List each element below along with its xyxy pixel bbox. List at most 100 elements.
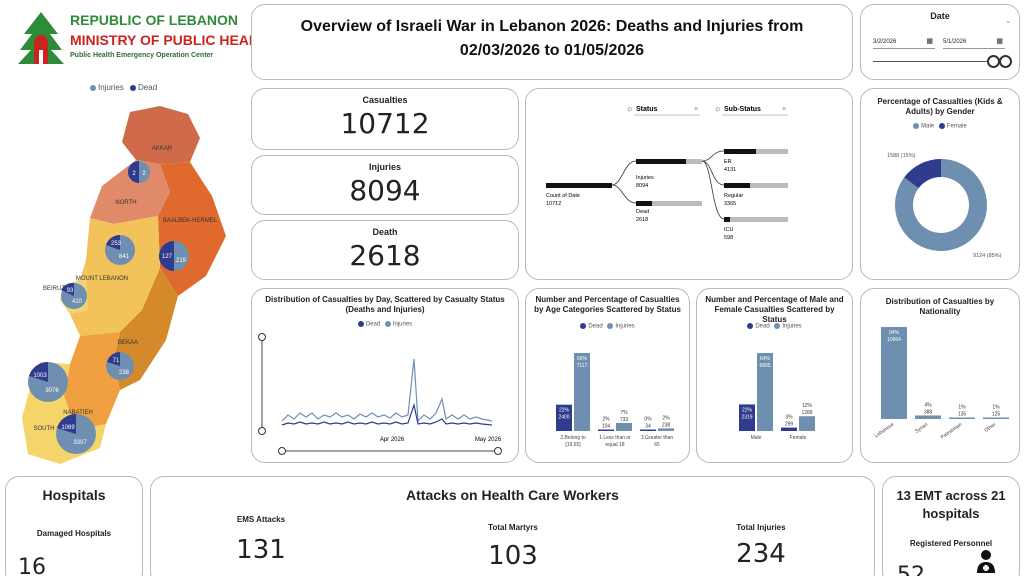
hospitals-card: Hospitals Damaged Hospitals 16: [5, 476, 143, 576]
tree-regular-bar[interactable]: [724, 183, 750, 188]
bar-injuries-0[interactable]: [574, 353, 590, 431]
tree-root-label: Count of Date: [546, 193, 580, 199]
bar-dead-1[interactable]: [781, 427, 797, 431]
bubble-mount-dead: 253: [111, 241, 122, 247]
tree-header-substatus[interactable]: ☼ Sub-Status ×: [714, 104, 788, 116]
tree-injuries-label: Injuries: [636, 175, 654, 181]
region-north[interactable]: [90, 160, 170, 224]
chevron-down-icon[interactable]: ⌄: [1005, 18, 1011, 25]
bubble-beirut[interactable]: 93 410: [61, 282, 87, 309]
bar-value-label: 2400: [558, 415, 569, 421]
bubble-bekaa-injuries: 238: [119, 370, 130, 376]
bar-injuries-1[interactable]: [616, 422, 632, 431]
bubble-mount[interactable]: 253 841: [105, 235, 135, 265]
bubble-south-injuries: 3076: [45, 388, 59, 394]
bubble-bekaa[interactable]: 71 238: [106, 352, 134, 380]
bubble-bekaa-dead: 71: [113, 358, 120, 364]
bar-nationality-0[interactable]: [881, 327, 907, 419]
region-baalbek[interactable]: [158, 162, 226, 296]
lightbulb-icon: ☼: [714, 104, 721, 113]
bar-dead-0[interactable]: [556, 404, 572, 431]
region-nabatieh[interactable]: [64, 332, 120, 430]
bubble-beirut-dead: 93: [67, 288, 74, 294]
bar-pct-label: 2%: [662, 415, 670, 421]
logo-line2: MINISTRY OF PUBLIC HEALTH: [70, 32, 276, 48]
bar-injuries-2[interactable]: [658, 428, 674, 431]
date-slider-handle-end[interactable]: [999, 55, 1012, 68]
series-injuries-line[interactable]: [281, 358, 493, 423]
tree-dead-bar[interactable]: [636, 201, 652, 206]
category-label: 3.Greater than: [641, 435, 673, 441]
bubble-nabatieh[interactable]: 1069 3307: [56, 414, 96, 454]
close-icon[interactable]: ×: [782, 106, 786, 113]
injuries-legend-dot: [90, 84, 96, 91]
calendar-icon[interactable]: ▦: [926, 38, 933, 45]
age-chart-card: Number and Percentage of Casualties by A…: [525, 288, 690, 463]
daily-chart-title: Distribution of Casualties by Day, Scatt…: [265, 295, 505, 314]
attacks-title: Attacks on Health Care Workers: [406, 487, 619, 503]
total-injuries-value: 234: [736, 539, 786, 569]
emt-title: 13 EMT across 21 hospitals: [896, 488, 1006, 521]
date-end-input[interactable]: 5/1/2026 ▦: [943, 35, 1005, 49]
bar-dead-0[interactable]: [739, 404, 755, 431]
tree-er-bar[interactable]: [724, 149, 756, 154]
date-slider-track[interactable]: [873, 61, 993, 62]
x-slider-handle-right[interactable]: [494, 447, 502, 455]
bar-nationality-1[interactable]: [915, 415, 941, 419]
series-dead-line[interactable]: [281, 402, 493, 426]
dead-legend-dot: [580, 323, 587, 329]
y-slider-handle-top[interactable]: [258, 333, 266, 341]
sex-chart-title: Number and Percentage of Male and Female…: [705, 295, 844, 324]
kpi-injuries: Injuries 8094: [251, 155, 519, 215]
decomposition-tree: ☼ Status × ☼ Sub-Status × Count of Date …: [546, 104, 788, 241]
legend-dead: Dead: [755, 323, 770, 330]
tree-root-bar[interactable]: [546, 183, 612, 188]
daily-line-chart: Apr 2026 May 2026: [258, 333, 502, 455]
date-end-value: 5/1/2026: [943, 39, 967, 45]
bar-nationality-2[interactable]: [949, 417, 975, 420]
legend-injuries: Injuries: [98, 83, 124, 92]
close-icon[interactable]: ×: [694, 106, 698, 113]
injuries-legend-dot: [774, 323, 781, 329]
dead-legend-dot: [747, 323, 754, 329]
bubble-south-dead: 1003: [33, 373, 47, 379]
bar-injuries-1[interactable]: [799, 416, 815, 431]
bubble-baalbek[interactable]: 127 219: [159, 241, 189, 271]
bar-dead-1[interactable]: [598, 429, 614, 432]
y-slider-handle-bottom[interactable]: [258, 427, 266, 435]
donut-slice-female[interactable]: [904, 159, 941, 189]
dead-legend-dot: [357, 321, 364, 327]
gender-donut-card: Percentage of Casualties (Kids & Adults)…: [860, 88, 1020, 280]
tree-header-status[interactable]: ☼ Status ×: [626, 104, 700, 116]
tree-injuries-bar[interactable]: [636, 159, 686, 164]
kpi-casualties-label: Casualties: [362, 95, 408, 105]
tree-icu-label: ICU: [724, 227, 734, 233]
tree-dead-bar-bg[interactable]: [636, 201, 702, 206]
category-label: 1.Less than or: [599, 435, 631, 441]
bar-injuries-0[interactable]: [757, 353, 773, 431]
region-akkar[interactable]: [122, 106, 200, 164]
x-slider-handle-left[interactable]: [278, 447, 286, 455]
bubble-baalbek-injuries: 219: [176, 258, 187, 264]
donut-slice-male[interactable]: [895, 159, 987, 251]
calendar-icon[interactable]: ▦: [996, 38, 1003, 45]
region-mount[interactable]: [70, 216, 160, 336]
daily-chart-legend: Dead Injuries: [252, 321, 518, 328]
tree-icu-bar-bg[interactable]: [724, 217, 788, 222]
tree-regular-bar-bg[interactable]: [724, 183, 788, 188]
bar-nationality-3[interactable]: [983, 417, 1009, 420]
bar-value-label: 1289: [801, 410, 812, 416]
tree-icu-bar[interactable]: [724, 217, 730, 222]
logo-line1: REPUBLIC OF LEBANON: [70, 12, 238, 28]
sex-chart-legend: Dead Injuries: [697, 323, 852, 330]
mophp-logo: REPUBLIC OF LEBANON MINISTRY OF PUBLIC H…: [14, 8, 275, 70]
nationality-chart-title: Distribution of Casualties by Nationalit…: [885, 297, 995, 316]
date-start-input[interactable]: 3/2/2026 ▦: [873, 35, 935, 49]
tree-er-label: ER: [724, 159, 732, 165]
bubble-south[interactable]: 1003 3076: [28, 362, 68, 402]
bar-dead-2[interactable]: [640, 429, 656, 432]
region-label-south: SOUTH: [34, 426, 55, 432]
bubble-akkar[interactable]: 2 2: [128, 161, 150, 183]
bar-pct-label: 12%: [802, 403, 813, 409]
